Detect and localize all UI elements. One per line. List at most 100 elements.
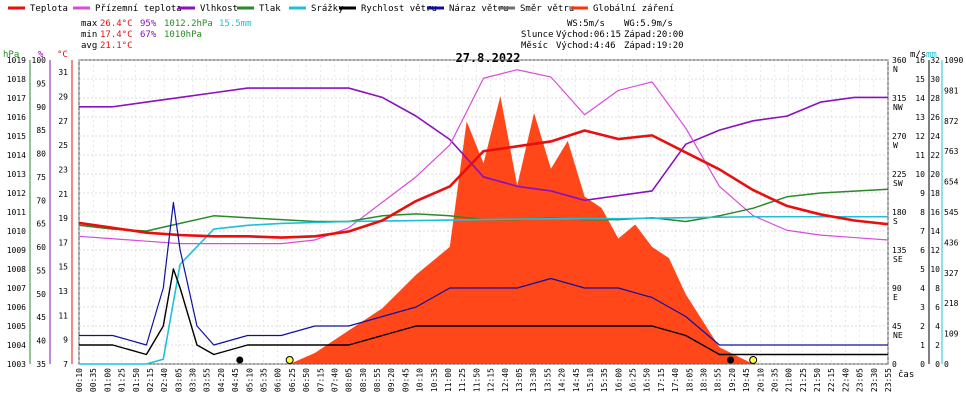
x-tick-label: 20:35 xyxy=(770,368,779,392)
ms-tick: 5 xyxy=(920,265,925,274)
hpa-tick: 1007 xyxy=(7,284,26,293)
mm-tick: 26 xyxy=(930,113,940,122)
pct-tick: 90 xyxy=(36,103,46,112)
ms-tick: 6 xyxy=(920,246,925,255)
dir-tick-label: N xyxy=(893,65,898,74)
x-tick-label: 14:20 xyxy=(558,368,567,392)
x-tick-label: 12:40 xyxy=(501,368,510,392)
x-tick-label: 21:00 xyxy=(785,368,794,392)
c-tick: 25 xyxy=(58,141,68,150)
x-tick-label: 13:30 xyxy=(529,368,538,392)
hpa-tick: 1015 xyxy=(7,132,26,141)
axes: 1003100410051006100710081009101010111012… xyxy=(7,56,964,369)
dir-tick-label: SE xyxy=(893,255,903,264)
x-tick-label: 11:00 xyxy=(444,368,453,392)
ms-tick: 1 xyxy=(920,341,925,350)
x-tick-label: 00:35 xyxy=(89,368,98,392)
pct-tick: 40 xyxy=(36,337,46,346)
dir-tick: 0 xyxy=(892,360,897,369)
x-tick-label: 22:15 xyxy=(827,368,836,392)
max-press: 1012.2hPa xyxy=(164,19,213,29)
c-tick: 29 xyxy=(58,92,68,101)
c-tick: 31 xyxy=(58,68,68,77)
x-tick-label: 10:35 xyxy=(430,368,439,392)
c-tick: 27 xyxy=(58,117,68,126)
pct-tick: 50 xyxy=(36,290,46,299)
x-tick-label: 08:55 xyxy=(373,368,382,392)
series-naraz-vetru xyxy=(79,201,888,346)
x-tick-label: 09:20 xyxy=(387,368,396,392)
series-srazky xyxy=(79,215,888,365)
x-tick-label: 16:25 xyxy=(629,368,638,392)
sunrise-marker xyxy=(285,356,294,364)
min-label: min xyxy=(81,30,97,40)
stats: max 26.4°C 95% 1012.2hPa 15.5mm min 17.4… xyxy=(81,19,684,51)
c-tick: 19 xyxy=(58,214,68,223)
max-hum: 95% xyxy=(140,19,157,29)
dir-tick: 270 xyxy=(892,132,907,141)
wm-tick: 218 xyxy=(944,299,959,308)
x-unit: čas xyxy=(898,369,914,380)
mm-tick: 14 xyxy=(930,227,940,236)
hpa-tick: 1018 xyxy=(7,75,26,84)
mm-tick: 24 xyxy=(930,132,940,141)
x-tick-label: 06:00 xyxy=(274,368,283,392)
ms-tick: 13 xyxy=(915,113,925,122)
mm-tick: 6 xyxy=(935,303,940,312)
hpa-tick: 1008 xyxy=(7,265,26,274)
series-teplota xyxy=(78,129,889,239)
x-tick-label: 07:15 xyxy=(316,368,325,392)
mm-unit: mm xyxy=(926,50,937,60)
c-tick: 15 xyxy=(58,263,68,272)
x-tick-label: 23:05 xyxy=(856,368,865,392)
mm-tick: 20 xyxy=(930,170,940,179)
dir-tick: 315 xyxy=(892,94,907,103)
x-tick-label: 05:35 xyxy=(260,368,269,392)
pct-tick: 85 xyxy=(36,126,46,135)
x-tick-label: 15:35 xyxy=(600,368,609,392)
c-tick: 9 xyxy=(63,336,68,345)
wm-tick: 654 xyxy=(944,178,959,187)
x-tick-label: 06:50 xyxy=(302,368,311,392)
avg-label: avg xyxy=(81,41,97,51)
pct-tick: 75 xyxy=(36,173,46,182)
x-tick-label: 22:40 xyxy=(841,368,850,392)
dir-tick-label: S xyxy=(893,217,898,226)
x-tick-label: 02:40 xyxy=(160,368,169,392)
x-tick-label: 10:10 xyxy=(416,368,425,392)
dir-tick: 90 xyxy=(892,284,902,293)
series-prizemni-teplota xyxy=(78,69,889,245)
mm-tick: 0 xyxy=(935,360,940,369)
pct-tick: 95 xyxy=(36,79,46,88)
hpa-tick: 1006 xyxy=(7,303,26,312)
dir-tick: 180 xyxy=(892,208,907,217)
x-tick-label: 23:30 xyxy=(870,368,879,392)
x-tick-label: 01:50 xyxy=(132,368,141,392)
x-tick-label: 11:50 xyxy=(472,368,481,392)
mm-tick: 32 xyxy=(930,56,940,65)
x-tick-label: 15:10 xyxy=(586,368,595,392)
hpa-tick: 1016 xyxy=(7,113,26,122)
plot-area xyxy=(78,69,889,365)
dir-tick-label: NW xyxy=(893,103,903,112)
hpa-tick: 1005 xyxy=(7,322,26,331)
hpa-tick: 1014 xyxy=(7,151,26,160)
mm-tick: 22 xyxy=(930,151,940,160)
sunrise: Východ:06:15 xyxy=(556,30,621,40)
dir-tick: 360 xyxy=(892,56,907,65)
wm-tick: 0 xyxy=(944,360,949,369)
wind-speed-stat: WS:5m/s xyxy=(567,19,605,29)
x-tick-label: 17:15 xyxy=(657,368,666,392)
moonset-marker xyxy=(727,356,735,364)
wm-tick: 981 xyxy=(944,86,959,95)
x-tick-label: 14:45 xyxy=(572,368,581,392)
moon-label: Měsíc xyxy=(521,41,548,51)
mm-tick: 4 xyxy=(935,322,940,331)
pct-tick: 80 xyxy=(36,150,46,159)
ms-tick: 10 xyxy=(915,170,925,179)
ms-tick: 7 xyxy=(920,227,925,236)
legend: Teplota Přízemní teplota Vlhkost Tlak Srážky… xyxy=(8,4,674,14)
c-unit: °C xyxy=(57,50,68,60)
sunset: Západ:20:00 xyxy=(624,30,684,40)
ms-tick: 9 xyxy=(920,189,925,198)
